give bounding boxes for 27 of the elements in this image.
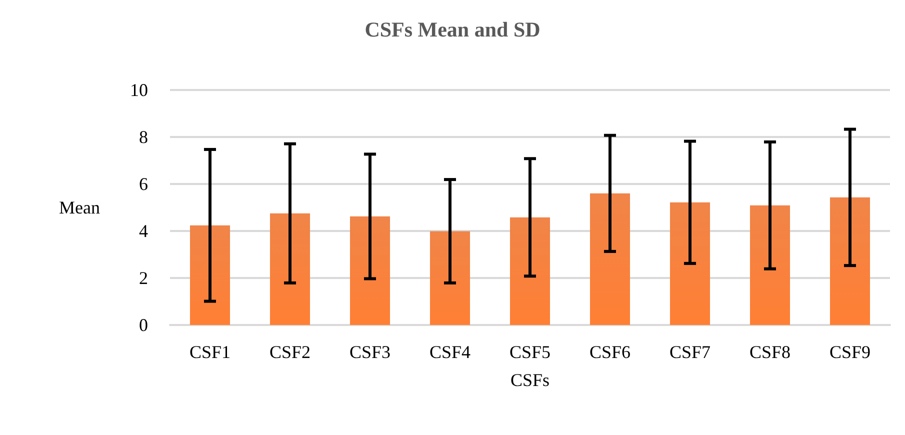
bar — [830, 197, 870, 325]
x-tick-label: CSF2 — [269, 342, 311, 362]
y-tick-label: 4 — [139, 221, 148, 241]
x-axis-title: CSFs — [510, 370, 550, 390]
x-tick-label: CSF6 — [589, 342, 631, 362]
chart-title: CSFs Mean and SD — [364, 18, 540, 42]
x-tick-label: CSF4 — [429, 342, 471, 362]
bar — [430, 231, 470, 325]
y-tick-label: 8 — [139, 127, 148, 147]
y-tick-label: 0 — [139, 315, 148, 335]
bar — [750, 205, 790, 325]
bar — [190, 225, 230, 325]
bar — [510, 217, 550, 325]
y-tick-label: 6 — [139, 174, 148, 194]
bar — [670, 202, 710, 325]
bar — [350, 216, 390, 325]
x-tick-label: CSF7 — [669, 342, 711, 362]
bar — [590, 193, 630, 325]
x-tick-label: CSF3 — [349, 342, 391, 362]
x-tick-label: CSF8 — [749, 342, 791, 362]
bar — [270, 213, 310, 325]
x-tick-label: CSF1 — [189, 342, 231, 362]
y-tick-label: 10 — [130, 80, 148, 100]
y-axis-title: Mean — [59, 198, 100, 218]
x-tick-label: CSF9 — [829, 342, 871, 362]
x-tick-label: CSF5 — [509, 342, 551, 362]
y-tick-label: 2 — [139, 268, 148, 288]
